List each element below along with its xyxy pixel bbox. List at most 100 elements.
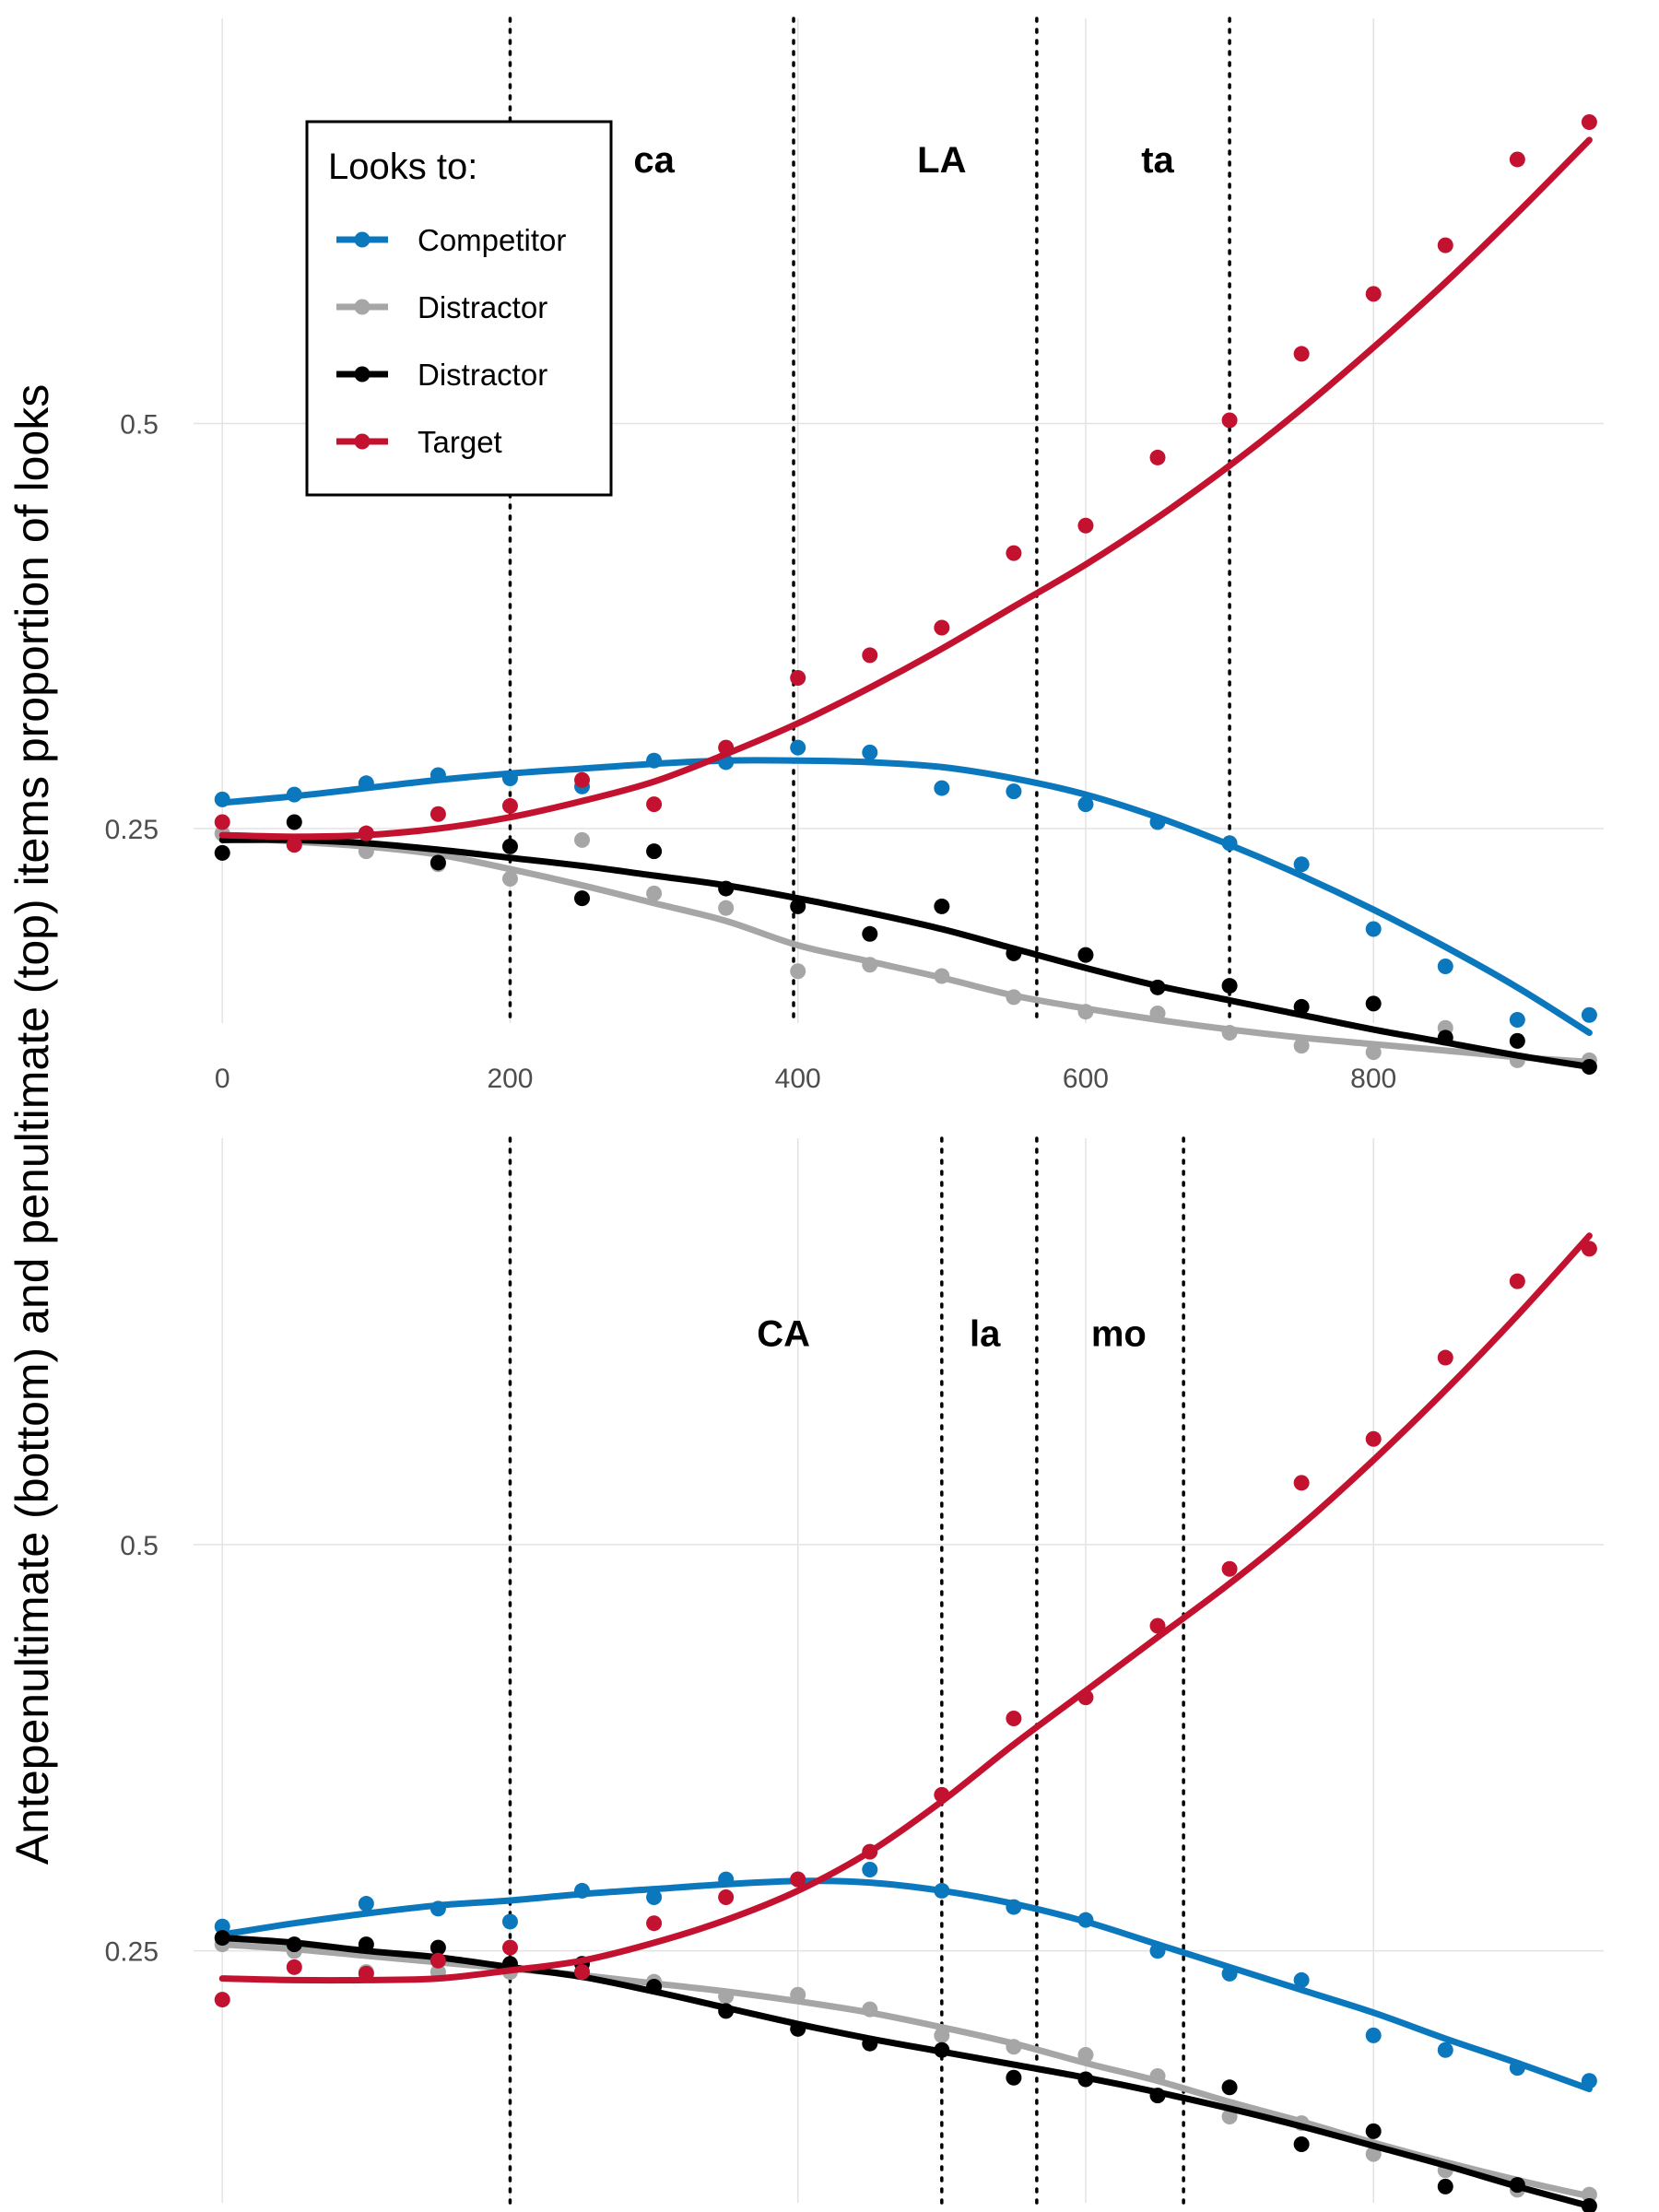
data-point [1581,2073,1597,2089]
legend-swatch-point [354,366,371,382]
data-point [429,854,446,871]
data-point [429,1939,446,1956]
data-point [358,775,374,792]
data-point [1006,945,1022,961]
data-point [1006,989,1022,1006]
data-point [286,1936,302,1953]
data-point [718,1988,735,2005]
data-point [214,814,230,830]
data-point [574,890,591,907]
legend-title: Looks to: [328,147,477,187]
y-tick-label: 0.25 [105,815,159,845]
data-point [934,780,950,796]
data-point [1437,2041,1453,2058]
data-point [1149,449,1166,465]
data-point [862,744,878,760]
legend-label: Target [418,425,502,459]
x-tick-label: 800 [1350,1064,1396,1094]
data-point [358,1936,374,1953]
data-point [429,1900,446,1917]
bottom-panel: 0.25 0.5 CA la mo [105,1136,1604,2212]
data-point [501,871,518,888]
data-point [501,771,518,787]
data-point [1149,1943,1166,1959]
data-point [1581,1241,1597,1257]
data-point [1149,1618,1166,1634]
data-point [1437,2178,1453,2194]
data-point [790,963,806,980]
data-point [934,1882,950,1899]
data-point [1221,2079,1238,2096]
data-point [1509,2060,1525,2077]
data-point [1293,2136,1310,2153]
y-axis-label: Antepenultimate (bottom) and penultimate… [6,384,58,1865]
data-point [1077,1912,1094,1928]
y-tick-label: 0.5 [120,1531,159,1561]
data-point [1293,856,1310,873]
data-point [1077,947,1094,963]
x-tick-label: 400 [775,1064,821,1094]
data-point [718,900,735,916]
data-point [214,1930,230,1947]
data-point [1006,2039,1022,2055]
data-point [1581,2186,1597,2203]
legend-swatch-point [354,231,371,248]
data-point [718,880,735,897]
data-point [862,647,878,664]
segment-label: la [970,1314,1001,1355]
data-point [1149,814,1166,830]
data-point [1006,545,1022,561]
data-point [790,2020,806,2037]
data-point [501,797,518,814]
data-point [574,771,591,788]
series-fit-line [218,136,1593,841]
data-point [934,898,950,914]
data-point [1293,346,1310,362]
data-point [862,2035,878,2052]
data-point [934,619,950,636]
data-point [862,957,878,973]
data-point [1293,998,1310,1015]
series-fit-line [218,1941,1593,2200]
data-point [286,1959,302,1975]
data-point [501,1939,518,1956]
data-point [1149,2067,1166,2084]
legend-label: Competitor [418,223,566,257]
data-point [1365,2027,1382,2043]
segment-label: ca [633,140,675,181]
data-point [1581,2198,1597,2212]
y-tick-label: 0.5 [120,410,159,441]
data-point [1509,1273,1525,1289]
data-point [934,2027,950,2043]
segment-label: CA [757,1314,810,1355]
x-tick-label: 600 [1063,1064,1109,1094]
data-point [790,898,806,914]
data-point [646,752,663,769]
data-point [1077,2071,1094,2088]
data-point [286,786,302,803]
data-point [1509,151,1525,168]
data-point [1006,1711,1022,1727]
data-point [1293,1971,1310,1988]
data-point [1365,1044,1382,1061]
x-tick-label: 200 [487,1064,533,1094]
y-tick-label: 0.25 [105,1937,159,1968]
legend-swatch-point [354,299,371,315]
data-point [1293,1038,1310,1054]
data-point [1509,1032,1525,1049]
data-point [1221,978,1238,994]
data-point [1509,2177,1525,2194]
data-point [646,1915,663,1932]
data-point [1006,2069,1022,2086]
data-point [1221,412,1238,429]
data-point [1365,1430,1382,1447]
data-point [1221,835,1238,852]
data-point [1077,2047,1094,2064]
data-point [934,2041,950,2058]
data-point [1509,1011,1525,1028]
data-point [646,1888,663,1905]
data-point [501,838,518,854]
data-point [429,1952,446,1969]
data-point [358,1896,374,1912]
